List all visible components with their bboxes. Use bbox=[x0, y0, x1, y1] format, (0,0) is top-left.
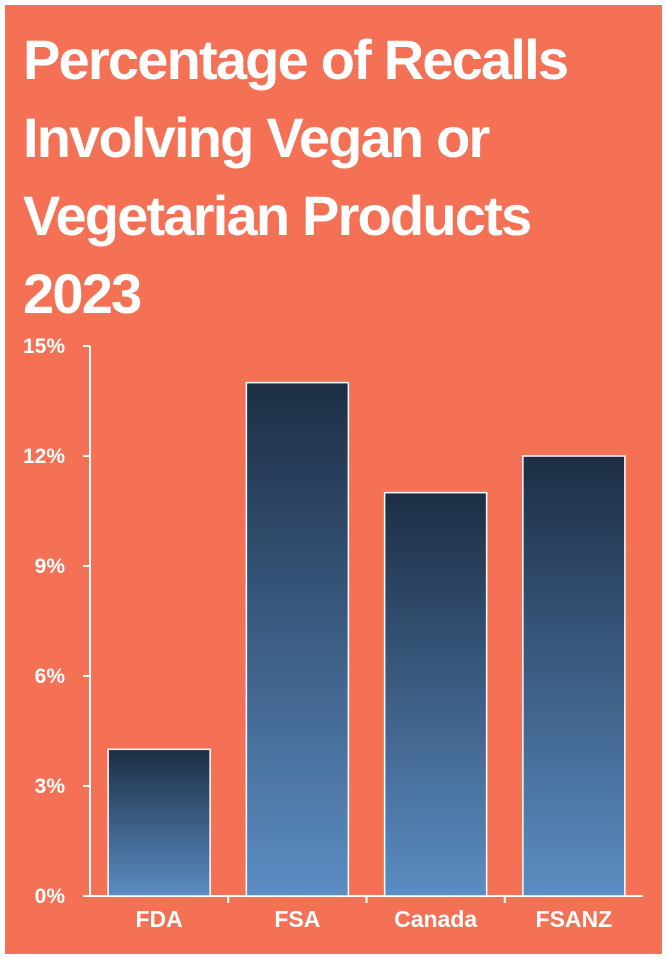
labels: 0% 3% 6% 9% 12% 15% FDA FSA Canada FSANZ bbox=[23, 335, 612, 932]
y-tick-label: 9% bbox=[35, 555, 66, 578]
x-category-label: FSANZ bbox=[536, 906, 613, 932]
x-category-label: FDA bbox=[135, 906, 182, 932]
bars bbox=[107, 381, 626, 897]
y-tick-label: 0% bbox=[35, 885, 66, 908]
y-tick-label: 15% bbox=[23, 335, 65, 358]
y-tick-label: 3% bbox=[35, 775, 66, 798]
chart-title: Percentage of Recalls Involving Vegan or… bbox=[23, 28, 569, 325]
bar-fsanz bbox=[522, 455, 626, 897]
y-tick-label: 12% bbox=[23, 445, 65, 468]
bar-fda bbox=[107, 748, 211, 897]
x-category-label: Canada bbox=[394, 906, 477, 932]
bar-fsa bbox=[245, 381, 350, 897]
x-category-label: FSA bbox=[274, 906, 320, 932]
bar-canada bbox=[383, 491, 488, 897]
y-tick-label: 6% bbox=[35, 665, 66, 688]
